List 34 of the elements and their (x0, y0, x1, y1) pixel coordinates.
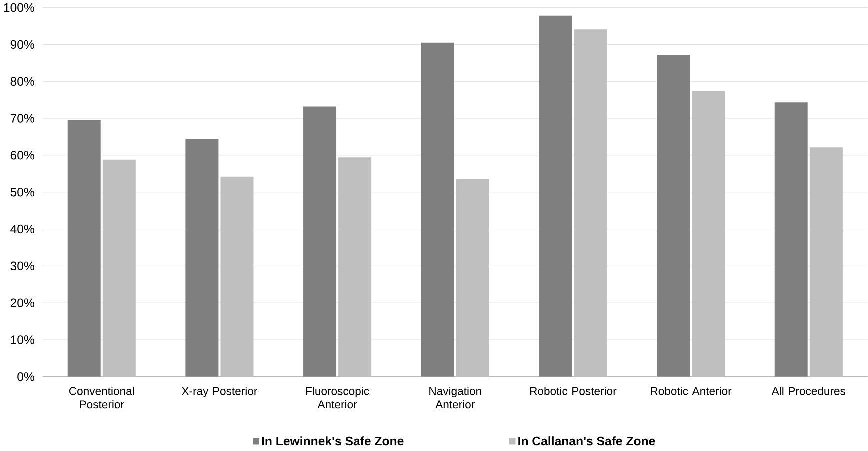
bar (574, 29, 608, 377)
bar (220, 176, 254, 377)
y-tick-label: 50% (10, 188, 35, 197)
x-tick-label: Robotic Posterior (530, 386, 617, 396)
bar (810, 148, 843, 377)
legend-label: In Callanan's Safe Zone (518, 436, 656, 446)
x-tick-label: Navigation Anterior (430, 386, 482, 409)
x-tick-label: Robotic Anterior (651, 386, 732, 396)
bar (692, 91, 726, 377)
legend-label: In Lewinnek's Safe Zone (262, 436, 404, 446)
bar (186, 139, 219, 377)
x-tick-label: Conventional Posterior (69, 386, 134, 409)
y-tick-label: 0% (18, 372, 35, 382)
bar (338, 158, 372, 377)
x-tick-label: Fluoroscopic Anterior (306, 386, 370, 409)
y-tick-label: 10% (11, 336, 35, 344)
y-tick-label: 60% (10, 150, 35, 160)
y-tick-label: 30% (10, 262, 35, 270)
y-tick-label: 100% (4, 3, 35, 12)
x-tick-label: X-ray Posterior (182, 386, 258, 398)
y-tick-label: 90% (10, 40, 35, 49)
x-tick-label: All Procedures (772, 386, 846, 396)
y-tick-label: 20% (10, 298, 35, 308)
bar (539, 16, 572, 377)
bar (774, 102, 808, 377)
y-tick-label: 70% (10, 114, 35, 123)
bar (68, 120, 101, 377)
bar (456, 179, 490, 377)
y-tick-label: 80% (10, 77, 35, 86)
bar (421, 42, 454, 377)
y-tick-label: 40% (10, 224, 35, 234)
bar (657, 55, 690, 377)
bar (102, 160, 136, 377)
bar (304, 106, 337, 377)
